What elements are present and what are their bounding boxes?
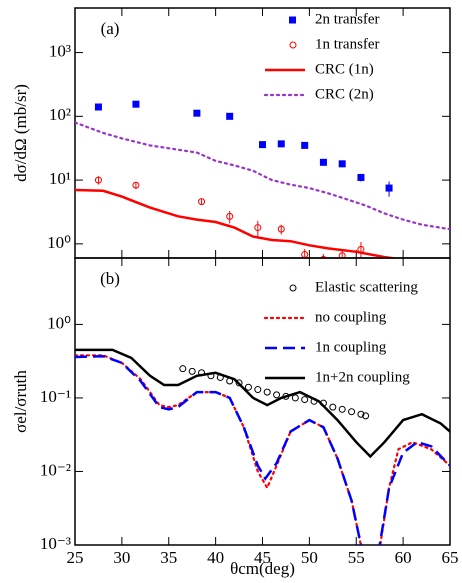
y-tick-label: 10⁻¹: [40, 387, 71, 406]
marker: [132, 100, 140, 108]
marker: [338, 252, 346, 258]
marker: [226, 212, 234, 220]
marker: [198, 198, 206, 206]
x-tick-label: 25: [67, 548, 84, 567]
y-tick-label: 10⁻²: [40, 460, 71, 479]
curve: [75, 354, 450, 545]
marker: [291, 394, 299, 402]
marker: [259, 141, 266, 149]
marker: [273, 391, 281, 399]
y-tick-label: 10¹: [49, 169, 71, 188]
marker: [277, 140, 285, 148]
marker: [254, 224, 262, 232]
legend-label: no coupling: [315, 309, 387, 325]
marker: [263, 388, 271, 396]
x-tick-label: 45: [254, 548, 271, 567]
legend-label: CRC (1n): [315, 61, 374, 77]
plot-frame: [74, 7, 451, 259]
marker: [348, 408, 356, 416]
y-tick-label: 10³: [49, 41, 71, 60]
y-tick-label: 10²: [49, 105, 71, 124]
legend-label: 1n+2n coupling: [315, 369, 410, 385]
legend-label: Elastic scattering: [315, 279, 418, 295]
y-tick-label: 10⁰: [47, 233, 71, 252]
marker: [301, 141, 309, 149]
legend-marker: [289, 284, 297, 292]
marker: [338, 405, 346, 413]
marker: [235, 379, 243, 387]
marker: [301, 396, 309, 404]
marker: [132, 181, 140, 189]
marker: [193, 109, 201, 117]
curve: [75, 348, 450, 459]
curve: [75, 188, 401, 258]
marker: [254, 386, 262, 394]
y-axis-label: σel/σruth: [11, 370, 30, 433]
marker: [188, 367, 196, 375]
marker: [277, 225, 285, 233]
legend-label: 1n transfer: [315, 36, 380, 52]
plot-area: [75, 348, 450, 545]
panel-label: (b): [100, 269, 120, 288]
legend-label: 2n transfer: [315, 11, 380, 27]
marker: [94, 176, 102, 184]
marker: [94, 103, 102, 111]
x-tick-label: 30: [113, 548, 130, 567]
legend-label: CRC (2n): [315, 86, 374, 102]
marker: [319, 158, 327, 166]
x-tick-label: 40: [207, 548, 224, 567]
legend-marker: [289, 16, 296, 24]
marker: [329, 403, 337, 411]
x-tick-label: 50: [301, 548, 318, 567]
legend-label: 1n coupling: [315, 339, 387, 355]
marker: [357, 173, 365, 181]
y-tick-label: 10⁰: [47, 313, 71, 332]
marker: [320, 255, 327, 258]
y-axis-label: dσ/dΩ (mb/sr): [11, 84, 30, 182]
curve: [75, 121, 450, 231]
marker: [362, 412, 370, 420]
marker: [179, 365, 187, 373]
marker: [244, 383, 252, 391]
panel-label: (a): [101, 19, 120, 38]
marker: [385, 184, 393, 192]
x-tick-label: 65: [442, 548, 459, 567]
marker: [226, 112, 234, 120]
x-tick-label: 60: [395, 548, 412, 567]
plot-area: [75, 100, 450, 258]
marker: [357, 410, 365, 418]
y-tick-label: 10⁻³: [40, 534, 71, 553]
legend-marker: [289, 41, 297, 49]
x-tick-label: 35: [160, 548, 177, 567]
x-axis-label: θcm(deg): [230, 559, 295, 578]
marker: [338, 160, 346, 168]
x-tick-label: 55: [348, 548, 365, 567]
